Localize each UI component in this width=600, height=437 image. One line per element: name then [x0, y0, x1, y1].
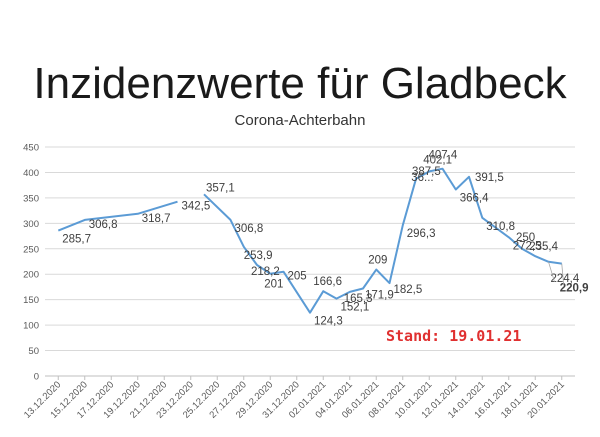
y-tick-label: 400	[23, 168, 39, 179]
data-label: 296,3	[407, 228, 436, 240]
data-labels: 285,7 306,8 318,7 342,5 357,1 306,8 253,9 218,2…	[62, 150, 588, 328]
y-tick-label: 100	[23, 321, 39, 332]
data-label: 235,4	[529, 241, 558, 253]
data-label: 310,8	[486, 221, 515, 233]
data-label: 306,8	[89, 219, 118, 231]
leader-line	[548, 261, 555, 282]
data-label: 342,5	[182, 201, 211, 213]
data-label: 124,3	[314, 316, 343, 328]
data-label: 285,7	[62, 234, 91, 246]
x-axis-ticks: 13.12.202015.12.202017.12.202019.12.2020…	[22, 376, 567, 421]
data-label: 366,4	[460, 193, 489, 205]
status-annotation: Stand: 19.01.21	[386, 327, 521, 345]
y-tick-label: 50	[28, 346, 39, 357]
data-label: 391,5	[475, 172, 504, 184]
y-tick-label: 150	[23, 295, 39, 306]
data-label: 201	[264, 279, 283, 291]
data-label: 36...	[411, 172, 433, 184]
data-label: 182,5	[394, 284, 423, 296]
data-label: 218,2	[251, 266, 280, 278]
chart-title: Inzidenzwerte für Gladbeck	[33, 59, 567, 108]
series-line	[203, 167, 562, 314]
y-tick-label: 250	[23, 244, 39, 255]
data-label: 250	[516, 232, 535, 244]
y-tick-label: 300	[23, 219, 39, 230]
gridlines	[45, 146, 575, 377]
data-label: 387,5	[412, 166, 441, 178]
chart-subtitle: Corona-Achterbahn	[235, 112, 366, 129]
data-label: 165,3	[344, 293, 373, 305]
leader-line	[561, 263, 565, 286]
data-label: 205	[288, 271, 307, 283]
data-label: 318,7	[142, 213, 171, 225]
data-label: 209	[368, 255, 387, 267]
data-label: 166,6	[313, 276, 342, 288]
data-label: 272,5	[513, 240, 542, 252]
data-label: 357,1	[206, 182, 235, 194]
y-tick-label: 350	[23, 193, 39, 204]
y-tick-label: 450	[23, 143, 39, 154]
data-label: 152,1	[341, 302, 370, 314]
y-tick-label: 0	[34, 372, 39, 383]
data-label: 306,8	[235, 223, 264, 235]
y-tick-label: 200	[23, 270, 39, 281]
data-label: 220,9	[560, 283, 589, 295]
y-axis-ticks: 0 50 100 150 200 250 300 350 400 450	[23, 143, 39, 383]
data-label: 224,4	[551, 273, 580, 285]
series-lines	[57, 167, 562, 314]
series-line	[57, 200, 178, 232]
data-label: 171,9	[365, 290, 394, 302]
data-label: 407,4	[429, 150, 458, 162]
data-label: 253,9	[244, 250, 273, 262]
data-label: 402,1	[423, 154, 452, 166]
